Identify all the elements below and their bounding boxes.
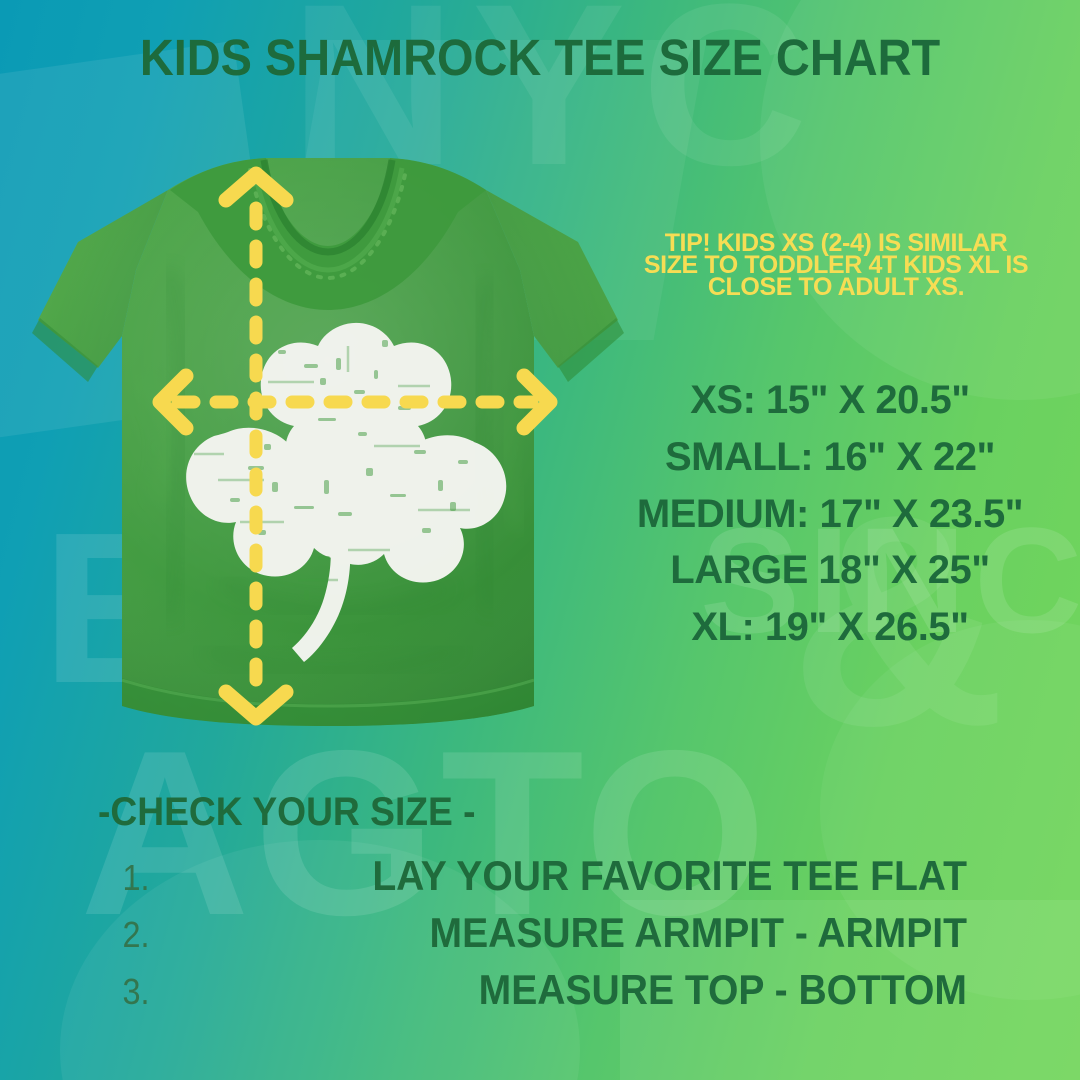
size-row-xl: XL: 19" X 26.5" <box>691 605 969 650</box>
size-row-small: SMALL: 16" X 22" <box>664 434 996 479</box>
sizing-tip: TIP! KIDS XS (2-4) IS SIMILAR SIZE TO TO… <box>643 229 1029 301</box>
size-row-xs: XS: 15" X 20.5" <box>690 378 970 422</box>
step-number-1: 1. <box>122 857 150 898</box>
step-number-2: 2. <box>122 914 150 955</box>
instructions-list: 1. LAY YOUR FAVORITE TEE FLAT 2. MEASURE… <box>100 852 980 1023</box>
instruction-step-3: 3. MEASURE TOP - BOTTOM <box>100 966 980 1023</box>
step-number-3: 3. <box>122 971 150 1012</box>
instruction-step-2: 2. MEASURE ARMPIT - ARMPIT <box>100 909 980 966</box>
instruction-step-1: 1. LAY YOUR FAVORITE TEE FLAT <box>100 852 980 909</box>
watermark-text-since: SINCE <box>700 496 1080 664</box>
step-text-2: MEASURE ARMPIT - ARMPIT <box>429 909 967 956</box>
size-row-medium: MEDIUM: 17" X 23.5" <box>636 491 1024 536</box>
page-title: KIDS SHAMROCK TEE SIZE CHART <box>139 29 941 86</box>
watermark-text-agto: AGTO <box>80 701 771 964</box>
tshirt-image <box>18 150 638 750</box>
size-row-large: LARGE 18" X 25" <box>670 548 990 593</box>
size-list: XS: 15" X 20.5" SMALL: 16" X 22" MEDIUM:… <box>600 372 1060 656</box>
step-text-3: MEASURE TOP - BOTTOM <box>478 966 967 1013</box>
watermark-text-ampersand: & <box>790 452 1007 788</box>
shamrock-graphic <box>186 322 507 662</box>
instructions-heading: -CHECK YOUR SIZE - <box>98 790 476 834</box>
step-text-1: LAY YOUR FAVORITE TEE FLAT <box>372 852 967 899</box>
watermark-shape-5 <box>620 900 1080 1080</box>
tshirt-illustration <box>32 158 624 726</box>
